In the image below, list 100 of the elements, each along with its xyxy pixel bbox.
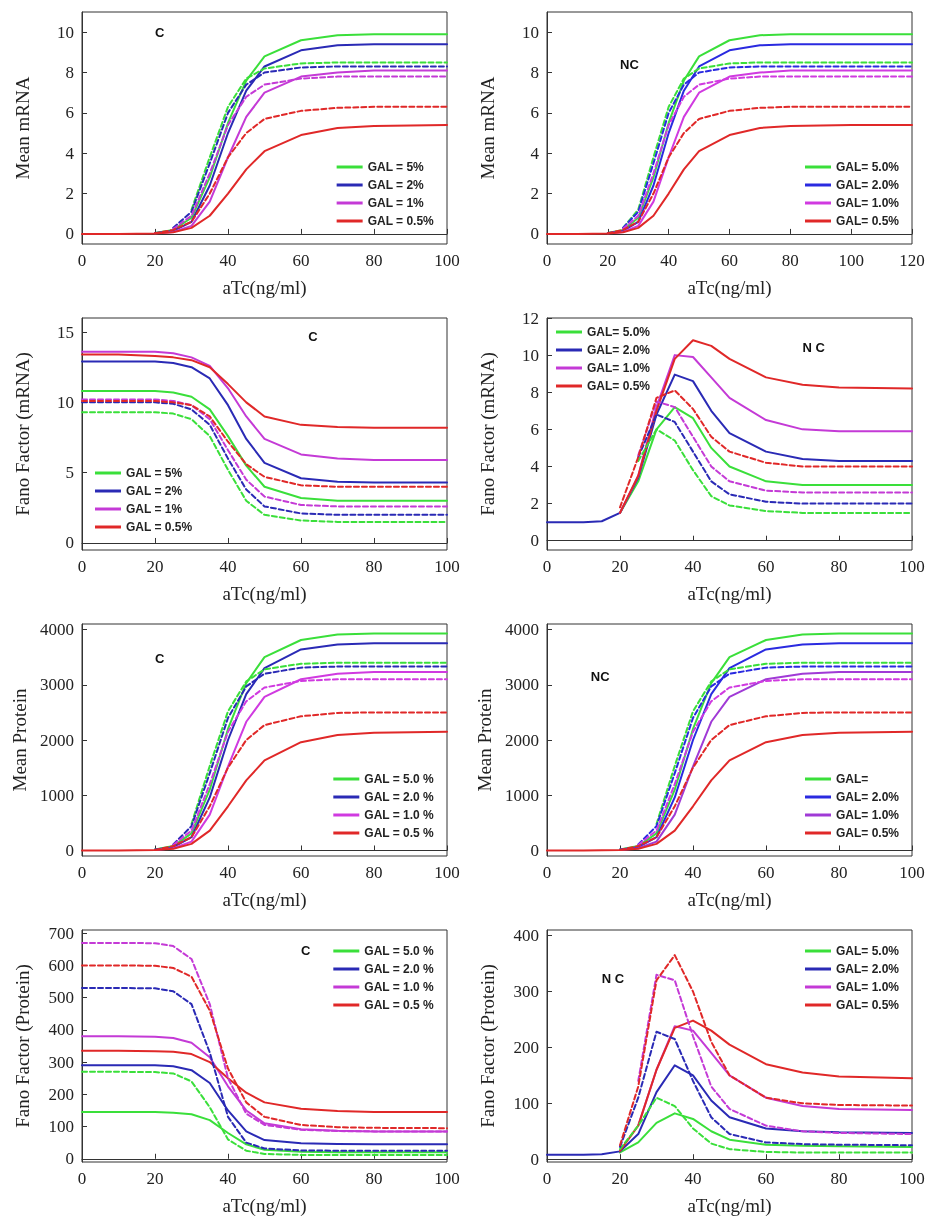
x-tick-label: 60 [757,863,775,882]
legend-label: GAL = 0.5 % [364,998,435,1012]
line-series [81,353,448,429]
x-axis-title: aTc(ng/ml) [222,1195,307,1217]
y-tick-label: 15 [57,322,74,342]
x-tick-label: 40 [219,1169,237,1188]
x-tick-label: 40 [684,863,702,882]
x-tick-label: 80 [365,251,383,270]
x-tick-label: 20 [599,251,617,270]
y-axis-title: Fano Factor (Protein) [12,964,34,1128]
x-tick-label: 0 [77,557,87,576]
x-tick-label: 60 [721,251,738,270]
x-tick-label: 0 [542,1169,552,1188]
y-tick-label: 0 [530,224,539,244]
annotation: NC [590,669,611,685]
x-axis-title: aTc(ng/ml) [687,583,772,605]
x-axis-title: aTc(ng/ml) [222,277,307,299]
x-tick-label: 40 [684,557,702,576]
y-tick-label: 8 [530,63,539,83]
y-axis-title: Mean mRNA [12,76,33,180]
y-tick-label: 300 [48,1052,74,1072]
y-tick-label: 600 [48,955,74,975]
y-tick-label: 6 [530,419,539,439]
y-axis-title: Mean mRNA [477,76,498,180]
legend-label: GAL= 2.0% [835,790,900,804]
annotation: C [301,942,311,958]
x-tick-label: 0 [77,863,87,882]
legend-label: GAL= 1.0% [587,361,651,375]
annotation: NC [620,57,640,73]
legend-label: GAL = 2% [367,178,425,192]
legend-label: GAL = 1% [126,502,183,516]
y-tick-label: 500 [48,988,74,1008]
legend-label: GAL= 2.0% [587,343,651,357]
x-tick-label: 100 [838,251,864,270]
x-axis-title: aTc(ng/ml) [687,889,772,911]
y-tick-label: 5 [65,463,74,483]
legend-label: GAL= 0.5% [587,379,651,393]
y-tick-label: 8 [530,382,539,402]
annotation: C [155,24,165,40]
line-series [81,350,448,462]
y-tick-label: 100 [48,1117,74,1137]
y-tick-label: 0 [530,1149,539,1169]
x-tick-label: 40 [660,251,678,270]
y-tick-label: 4000 [40,620,74,640]
y-tick-label: 2 [65,184,74,204]
line-series [81,399,448,488]
y-axis-title: Fano Factor (Protein) [477,964,499,1128]
legend-label: GAL= 0.5% [835,214,900,228]
line-series [546,373,913,524]
legend-label: GAL = 1.0 % [364,980,435,994]
x-tick-label: 0 [542,251,552,270]
x-tick-label: 0 [542,863,552,882]
y-tick-label: 100 [513,1093,539,1113]
x-tick-label: 80 [781,251,799,270]
y-tick-label: 1000 [40,785,74,805]
legend-label: GAL= 1.0% [835,980,900,994]
y-tick-label: 0 [65,224,74,244]
x-tick-label: 80 [830,1169,848,1188]
line-series [619,406,913,514]
x-tick-label: 100 [899,557,925,576]
y-tick-label: 0 [65,840,74,860]
line-series [619,1096,913,1154]
x-tick-label: 60 [292,1169,310,1188]
x-tick-label: 40 [684,1169,702,1188]
y-tick-label: 0 [65,1149,74,1169]
legend-label: GAL= 1.0% [835,808,900,822]
y-tick-label: 4 [530,456,540,476]
y-tick-label: 3000 [40,675,74,695]
x-tick-label: 80 [365,863,383,882]
x-tick-label: 60 [292,251,310,270]
y-tick-label: 2000 [505,730,539,750]
y-tick-label: 4000 [505,620,539,640]
x-axis-title: aTc(ng/ml) [687,1195,772,1217]
y-tick-label: 200 [48,1084,74,1104]
y-tick-label: 300 [513,981,539,1001]
y-tick-label: 6 [530,103,539,123]
line-series [81,360,448,484]
x-tick-label: 60 [757,557,775,576]
legend-label: GAL= 2.0% [835,178,900,192]
x-axis-title: aTc(ng/ml) [687,277,772,299]
legend-label: GAL = 0.5% [126,520,193,534]
y-tick-label: 700 [48,923,74,943]
legend-label: GAL= 0.5% [835,998,900,1012]
y-tick-label: 200 [513,1037,539,1057]
legend-label: GAL = 1% [367,196,425,210]
legend-label: GAL = 5.0 % [364,772,435,786]
x-tick-label: 100 [899,1169,925,1188]
x-tick-label: 60 [292,863,310,882]
y-tick-label: 400 [513,926,539,946]
x-tick-label: 100 [434,251,460,270]
legend-label: GAL= 1.0% [835,196,900,210]
annotation: N C [601,970,625,986]
legend-label: GAL= 5.0% [587,325,651,339]
annotation: N C [802,340,826,356]
x-tick-label: 40 [219,863,237,882]
x-tick-label: 80 [830,557,848,576]
x-tick-label: 0 [542,557,552,576]
y-tick-label: 6 [65,103,74,123]
legend-label: GAL = 2.0 % [364,962,435,976]
x-tick-label: 100 [434,557,460,576]
